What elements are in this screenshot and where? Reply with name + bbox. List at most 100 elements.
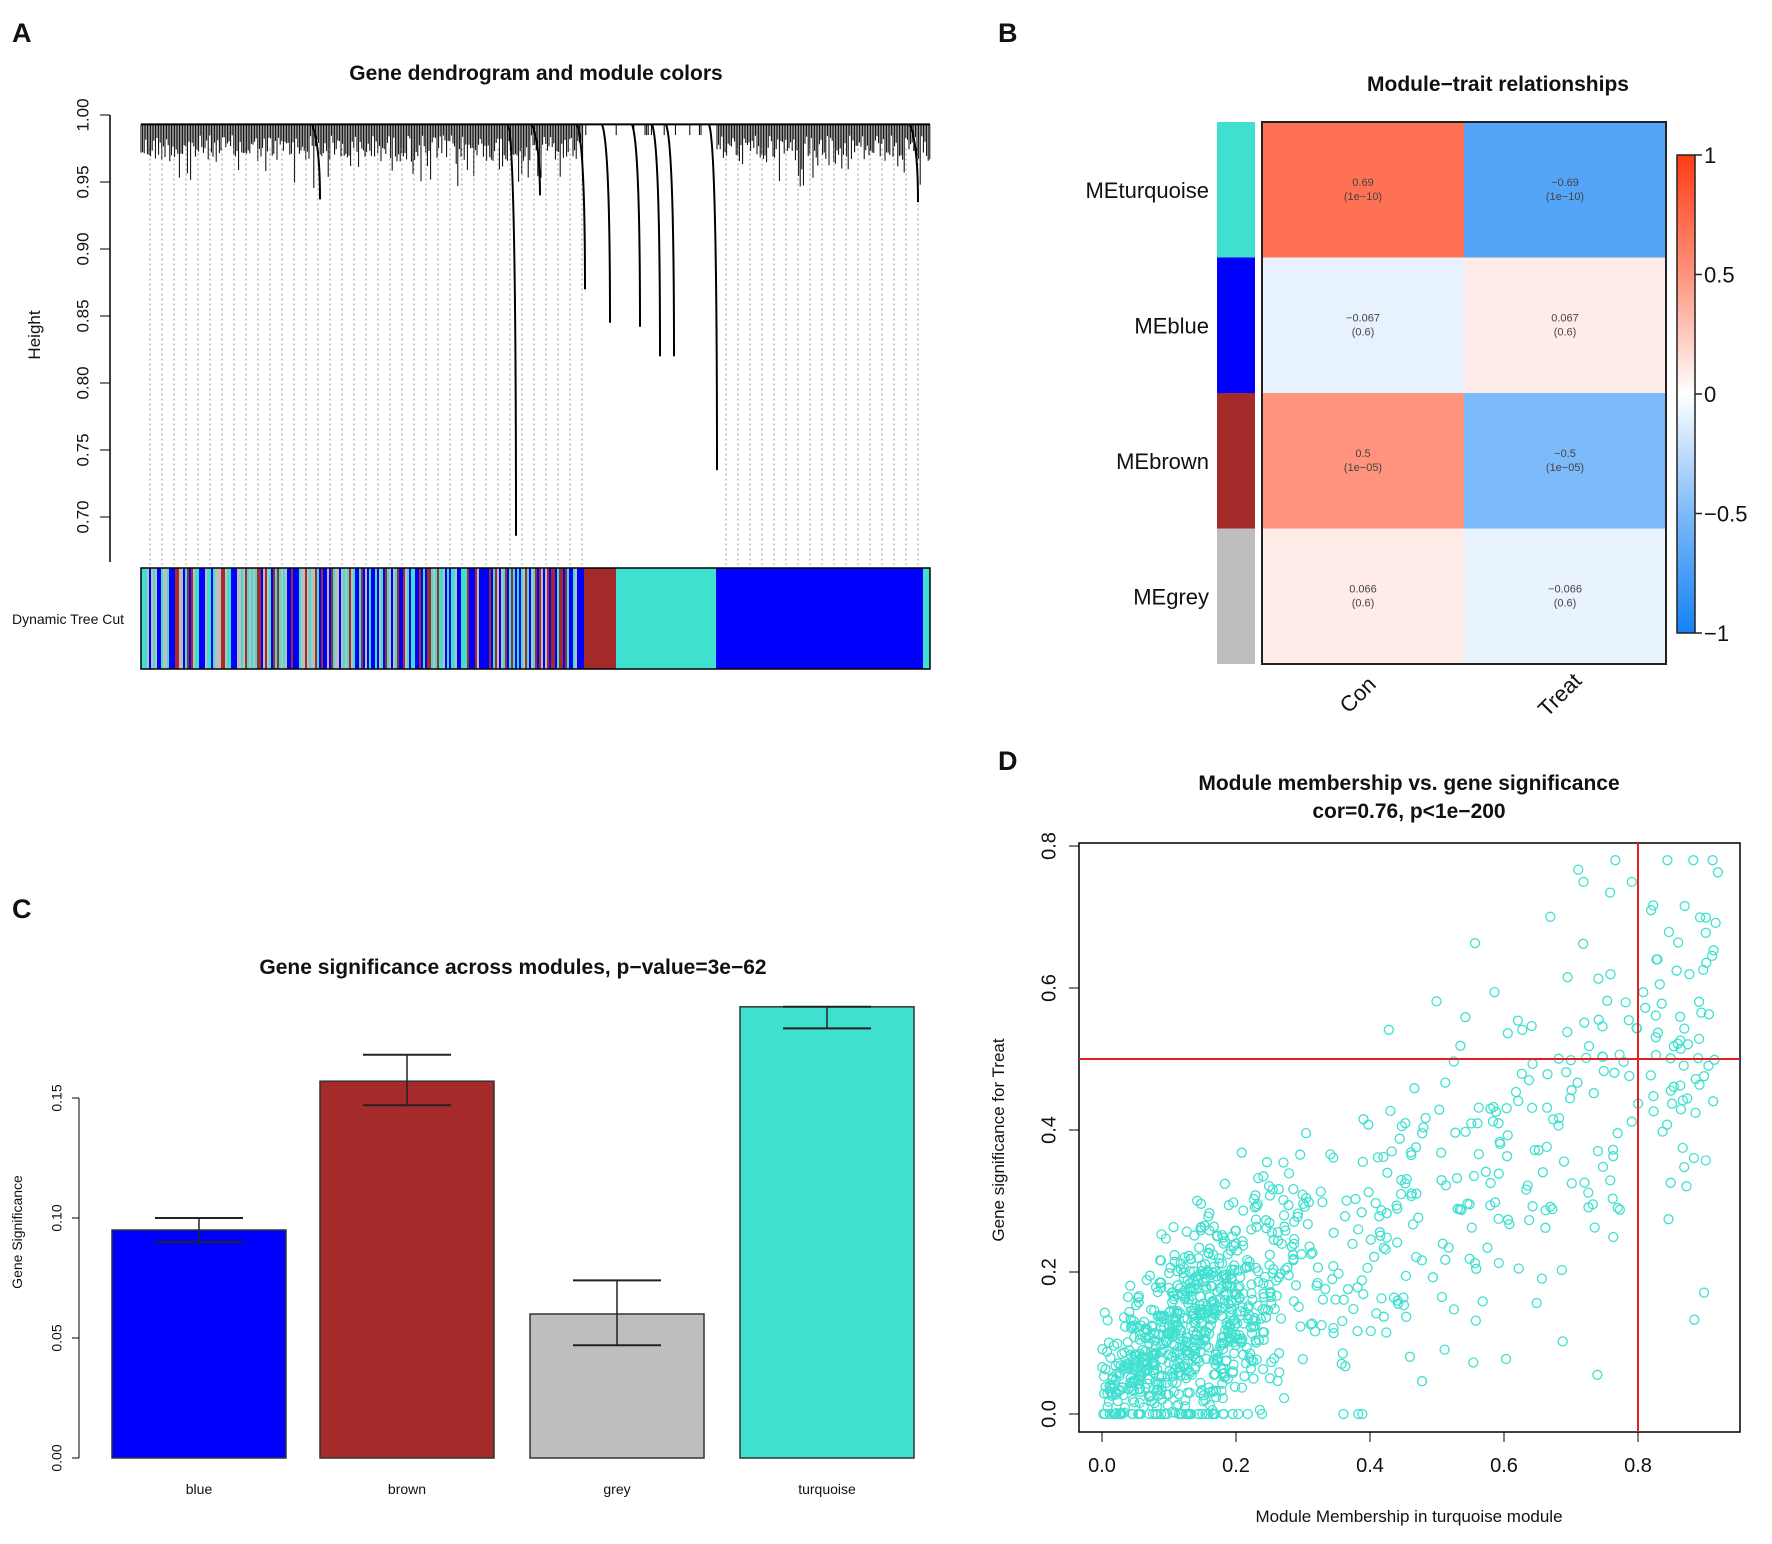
module-color-stripe	[499, 568, 501, 669]
dendrogram-branch	[708, 124, 718, 471]
scatter-point	[1513, 1263, 1524, 1274]
scatter-point	[1400, 1118, 1411, 1129]
scatter-point	[1656, 998, 1667, 1009]
scatter-point	[1192, 1195, 1203, 1206]
scatter-point	[1264, 1249, 1276, 1260]
module-color-stripe	[427, 568, 429, 669]
module-color-stripe	[403, 568, 405, 669]
scatter-point	[1168, 1290, 1179, 1302]
module-color-stripe	[193, 568, 195, 669]
scatter-point	[1127, 1408, 1138, 1420]
scatter-point	[1566, 1085, 1577, 1096]
scatter-point	[1264, 1260, 1275, 1271]
module-color-stripe	[245, 568, 247, 669]
scatter-point	[1328, 1260, 1339, 1272]
module-color-stripe	[559, 568, 561, 669]
module-color-stripe	[449, 568, 451, 669]
scatter-point	[1169, 1249, 1180, 1261]
scatter-point	[1677, 1095, 1688, 1106]
module-color-stripe	[181, 568, 183, 669]
scatter-point	[1227, 1408, 1238, 1420]
scatter-point	[1197, 1316, 1208, 1328]
x-tick-label: turquoise	[798, 1481, 856, 1497]
cell-pvalue: (1e−10)	[1344, 191, 1382, 203]
scatter-point	[1350, 1193, 1361, 1205]
scatter-point	[1556, 1264, 1567, 1276]
module-color-stripe	[175, 568, 177, 669]
scatter-point	[1357, 1156, 1368, 1168]
scatter-point	[1227, 1231, 1238, 1242]
scatter-point	[1184, 1265, 1195, 1277]
module-color-stripe	[567, 568, 569, 669]
scatter-point	[1363, 1186, 1374, 1198]
scatter-point	[1267, 1184, 1278, 1195]
scatter-point	[1605, 1175, 1616, 1186]
dendrogram-branch	[311, 124, 321, 200]
cell-pvalue: (0.6)	[1352, 326, 1375, 338]
scatter-point	[1219, 1338, 1230, 1349]
scatter-point	[1493, 1257, 1504, 1269]
module-color-stripe	[465, 568, 467, 669]
module-color-stripe	[519, 568, 521, 669]
scatter-point	[1376, 1205, 1387, 1216]
scatter-point	[1278, 1194, 1289, 1206]
scatter-point	[1244, 1309, 1255, 1321]
scatter-point	[1317, 1294, 1329, 1305]
scatter-point	[1708, 1096, 1719, 1107]
module-color-stripe	[353, 568, 355, 669]
scatter-point	[1253, 1276, 1264, 1288]
scatter-point	[1140, 1332, 1151, 1343]
scatter-point	[1663, 926, 1675, 938]
scatter-point	[1168, 1371, 1179, 1382]
heatmap-cell	[1262, 528, 1464, 664]
module-color-stripe	[479, 568, 481, 669]
scatter-point	[1124, 1306, 1135, 1318]
module-color-stripe	[505, 568, 507, 669]
module-color-stripe	[501, 568, 503, 669]
module-color-stripe	[555, 568, 557, 669]
scatter-point	[1138, 1316, 1150, 1328]
scatter-point	[1266, 1227, 1278, 1238]
cell-pvalue: (0.6)	[1554, 597, 1577, 609]
module-color-stripe	[289, 568, 291, 669]
module-color-stripe	[239, 568, 241, 669]
module-color-stripe	[189, 568, 191, 669]
scatter-point	[1155, 1282, 1167, 1293]
x-tick-label: 0.6	[1490, 1455, 1518, 1477]
module-color-stripe	[203, 568, 205, 669]
scatter-point	[1157, 1354, 1168, 1365]
scatter-point	[1439, 1344, 1450, 1355]
scatter-point	[1312, 1277, 1323, 1289]
scatter-point	[1166, 1297, 1178, 1308]
cell-correlation: 0.5	[1355, 448, 1370, 460]
scatter-point	[1253, 1266, 1264, 1277]
module-color-stripe	[147, 568, 149, 669]
module-color-stripe	[173, 568, 175, 669]
scatter-point	[1473, 1148, 1484, 1160]
scatter-point	[1110, 1360, 1121, 1372]
y-tick-label: 1.00	[73, 98, 92, 131]
scatter-point	[1694, 1079, 1705, 1090]
scatter-point	[1189, 1230, 1200, 1241]
scatter-point	[1239, 1371, 1250, 1382]
scatter-point	[1614, 1049, 1625, 1060]
x-tick-label: 0.2	[1222, 1455, 1250, 1477]
scatter-point	[1493, 1168, 1504, 1179]
scatter-point	[1221, 1355, 1232, 1366]
module-color-stripe	[297, 568, 299, 669]
scatter-point	[1583, 1202, 1594, 1213]
bar-panel: Gene significance across modules, p−valu…	[9, 956, 915, 1497]
scatter-point	[1258, 1171, 1269, 1182]
y-tick-label: 0.90	[73, 232, 92, 265]
scatter-point	[1648, 1106, 1659, 1117]
module-color-stripe	[227, 568, 229, 669]
scatter-point	[1416, 1376, 1428, 1387]
scatter-point	[1700, 1155, 1711, 1166]
scatter-point	[1203, 1211, 1214, 1222]
cell-correlation: −0.067	[1346, 312, 1380, 324]
module-color-stripe	[213, 568, 215, 669]
scatter-point	[1454, 1204, 1466, 1215]
dendrogram-title: Gene dendrogram and module colors	[349, 62, 722, 85]
scatter-point	[1420, 1112, 1431, 1124]
scatter-point	[1701, 957, 1712, 968]
